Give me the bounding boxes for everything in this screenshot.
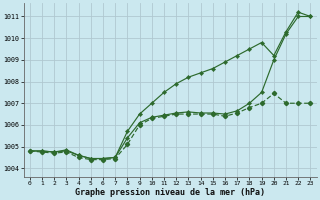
X-axis label: Graphe pression niveau de la mer (hPa): Graphe pression niveau de la mer (hPa) — [75, 188, 265, 197]
